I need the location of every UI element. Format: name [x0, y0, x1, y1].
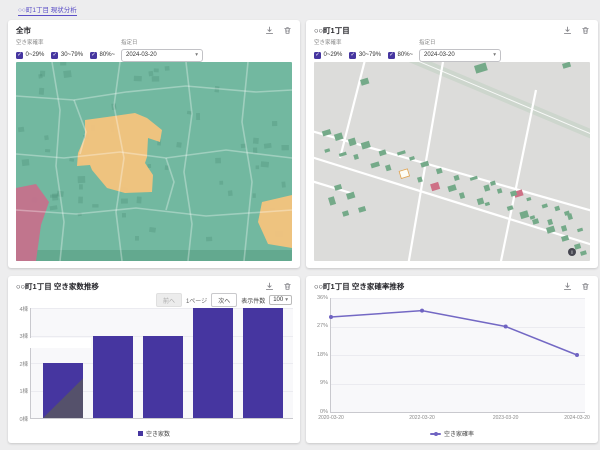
per-page-value: 100 [273, 297, 284, 303]
panel-title: ○○町1丁目 [314, 25, 350, 35]
trash-icon[interactable] [283, 282, 292, 291]
download-icon[interactable] [265, 26, 274, 35]
checkbox-check-icon: ✓ [314, 51, 321, 59]
x-axis-tick-label: 2024-03-20 [564, 415, 590, 421]
gridline [331, 326, 585, 328]
y-axis-tick-label: 18% [316, 351, 328, 358]
bar-chart-legend: 空き家数 [8, 429, 300, 438]
x-axis-tick-label: 2022-03-20 [409, 415, 435, 421]
panel-header: 全市 [16, 25, 292, 35]
bar [93, 335, 133, 418]
legend-swatch [137, 431, 143, 436]
y-axis-tick-label: 3棟 [19, 334, 28, 340]
download-icon[interactable] [563, 282, 572, 291]
y-axis-tick-label: 0棟 [19, 416, 28, 423]
chevron-down-icon: ▾ [195, 52, 198, 58]
gridline [331, 355, 585, 356]
panel-title: ○○町1丁目 空き家数推移 [16, 281, 99, 291]
y-axis-tick-label: 0% [320, 408, 328, 415]
y-axis-tick-label: 4棟 [19, 306, 28, 313]
y-axis-tick-label: 27% [316, 323, 328, 329]
trash-icon[interactable] [581, 282, 590, 291]
checkbox-check-icon: ✓ [16, 51, 23, 59]
legend-label: 空き家数 [145, 432, 170, 438]
bar-overlay [43, 378, 83, 418]
page-indicator: 1ページ [185, 298, 208, 305]
line-chart-plot[interactable]: 0% 9% 18% 27% 36% 2020-03-20 2022-03-20 2023-03… [317, 295, 590, 422]
checkbox-check-icon: ✓ [51, 51, 59, 59]
next-page-button[interactable]: 次へ [211, 293, 238, 307]
panel-city-map: 全市 空き家確率 ✓ 0~29% ✓ 30~79% ✓ 80%~ 指定日 2024-0… [8, 20, 300, 268]
panel-title: 全市 [16, 25, 31, 35]
panel-vacancy-count: ○○町1丁目 空き家数推移 前へ 1ページ 次へ 表示件数 100 ▾ 0棟 1棟 2… [8, 276, 300, 443]
bar [43, 363, 83, 418]
trash-icon[interactable] [283, 26, 292, 35]
legend-swatch [429, 431, 441, 436]
y-axis-tick-label: 36% [316, 294, 328, 301]
date-select-value: 2024-03-20 [424, 52, 455, 58]
gridline [31, 308, 293, 309]
checkbox-0-29[interactable]: ✓ 0~29% [16, 51, 45, 59]
download-icon[interactable] [563, 26, 572, 35]
vacancy-probability-label: 空き家確率 [16, 40, 44, 46]
city-choropleth-map[interactable] [16, 62, 292, 261]
x-axis-tick-label: 2020-03-20 [318, 415, 344, 421]
checkbox-80-plus[interactable]: ✓ 80%~ [90, 51, 116, 59]
trash-icon[interactable] [581, 26, 590, 35]
panel-district-map: ○○町1丁目 空き家確率 ✓ 0~29% ✓ 30~79% ✓ 80%~ 指定日 20… [306, 20, 598, 268]
legend-label: 空き家確率 [443, 432, 474, 438]
panel-header: ○○町1丁目 空き家数推移 [16, 281, 292, 291]
highlight-band [28, 338, 91, 348]
date-select[interactable]: 2024-03-20 ▾ [121, 48, 203, 62]
map-filters: 空き家確率 ✓ 0~29% ✓ 30~79% ✓ 80%~ 指定日 2024-03-2… [16, 38, 292, 62]
checkbox-30-79[interactable]: ✓ 30~79% [51, 51, 84, 59]
per-page-label: 表示件数 [241, 298, 266, 305]
chevron-down-icon: ▾ [493, 52, 496, 58]
checkbox-label: 30~79% [60, 52, 84, 58]
date-label: 指定日 [121, 40, 138, 46]
checkbox-80-plus[interactable]: ✓ 80%~ [388, 51, 414, 59]
download-icon[interactable] [265, 282, 274, 291]
checkbox-label: 0~29% [25, 52, 45, 58]
checkbox-30-79[interactable]: ✓ 30~79% [349, 51, 382, 59]
checkbox-check-icon: ✓ [90, 51, 98, 59]
bar [243, 308, 283, 418]
per-page-select[interactable]: 100 ▾ [269, 295, 292, 305]
bar [143, 335, 183, 418]
map-filters: 空き家確率 ✓ 0~29% ✓ 30~79% ✓ 80%~ 指定日 2024-03-2… [314, 38, 590, 62]
panel-title: ○○町1丁目 空き家確率推移 [314, 281, 405, 291]
map-attribution-icon[interactable]: i [568, 248, 576, 256]
svg-text:i: i [571, 250, 572, 256]
y-axis-tick-label: 9% [320, 380, 328, 386]
date-select-value: 2024-03-20 [126, 52, 157, 58]
panel-header: ○○町1丁目 [314, 25, 590, 35]
pagination: 前へ 1ページ 次へ 表示件数 100 ▾ [155, 293, 292, 307]
checkbox-label: 80%~ [397, 52, 414, 58]
bar-chart-plot[interactable]: 0棟 1棟 2棟 3棟 4棟 [19, 307, 293, 423]
checkbox-0-29[interactable]: ✓ 0~29% [314, 51, 343, 59]
y-axis-tick-label: 1棟 [19, 389, 28, 395]
bar [193, 308, 233, 418]
district-building-map[interactable]: i [314, 62, 590, 261]
date-label: 指定日 [419, 40, 436, 46]
checkbox-check-icon: ✓ [388, 51, 396, 59]
line-chart-legend: 空き家確率 [306, 429, 598, 438]
gridline [331, 383, 585, 385]
breadcrumb-link[interactable]: ○○町1丁目 現状分析 [18, 4, 77, 16]
chevron-down-icon: ▾ [285, 297, 288, 303]
panel-vacancy-rate: ○○町1丁目 空き家確率推移 0% 9% 18% 27% 36% 2020-03-20 20… [306, 276, 598, 443]
checkbox-label: 80%~ [99, 52, 116, 58]
checkbox-check-icon: ✓ [349, 51, 357, 59]
prev-page-button[interactable]: 前へ [155, 293, 182, 307]
y-axis-tick-label: 2棟 [19, 361, 28, 368]
panel-header: ○○町1丁目 空き家確率推移 [314, 281, 590, 291]
date-select[interactable]: 2024-03-20 ▾ [419, 48, 501, 62]
checkbox-label: 0~29% [323, 52, 343, 58]
gridline [331, 298, 585, 299]
vacancy-probability-label: 空き家確率 [314, 40, 342, 46]
x-axis-tick-label: 2023-03-20 [492, 415, 519, 421]
checkbox-label: 30~79% [358, 52, 382, 58]
